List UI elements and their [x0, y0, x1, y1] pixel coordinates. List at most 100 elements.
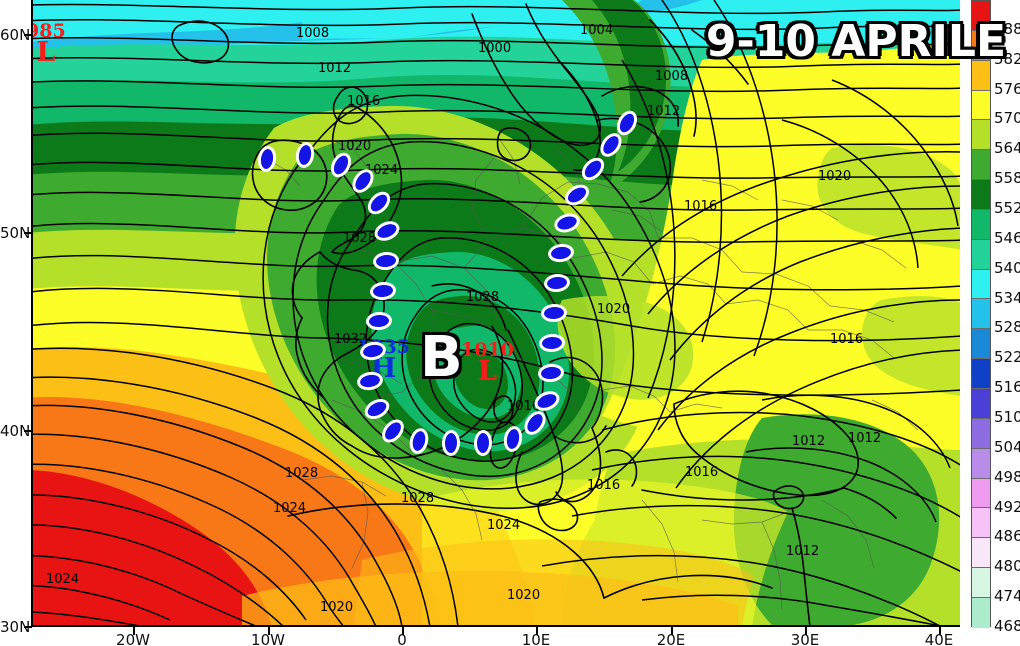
isobar-label-1016: 1016	[507, 399, 541, 414]
colorbar-tick-540: 540	[994, 258, 1020, 277]
y-tick-label-40N: 40N	[0, 422, 31, 440]
colorbar-cell-492	[972, 478, 990, 509]
colorbar-cell-558	[972, 150, 990, 181]
colorbar-tick-528: 528	[994, 318, 1020, 337]
isobar-label-1028: 1028	[343, 231, 377, 246]
colorbar-cell-504	[972, 418, 990, 449]
colorbar-cell-468	[972, 597, 990, 628]
isobar-label-1016: 1016	[685, 465, 719, 480]
isobar-label-1012: 1012	[318, 61, 352, 76]
isobar-label-1004: 1004	[580, 23, 614, 38]
isobar-label-1012: 1012	[792, 434, 826, 449]
colorbar-cell-522	[972, 329, 990, 360]
colorbar-tick-570: 570	[994, 109, 1020, 128]
isobar-label-1012: 1012	[786, 544, 820, 559]
colorbar-cell-582	[972, 30, 990, 61]
x-tick-label-0: 0	[397, 631, 407, 646]
x-tick-mark	[536, 627, 538, 635]
isobar-label-1020: 1020	[320, 600, 354, 615]
colorbar-tick-480: 480	[994, 557, 1020, 576]
isobar-label-1024: 1024	[46, 572, 80, 587]
y-tick-mark	[24, 34, 32, 36]
colorbar-tick-552: 552	[994, 199, 1020, 217]
colorbar-tick-546: 546	[994, 228, 1020, 247]
pressure-center-l-1010: 1010 L	[461, 339, 514, 386]
colorbar-cell-516	[972, 359, 990, 389]
isobar-label-1028: 1028	[401, 491, 435, 506]
colorbar-tick-522: 522	[994, 348, 1020, 367]
x-tick-label-30E: 30E	[790, 631, 820, 646]
x-tick-mark	[939, 627, 941, 635]
colorbar-tick-534: 534	[994, 288, 1020, 307]
x-tick-label-40E: 40E	[924, 631, 954, 646]
colorbar-labels: 588 582 576 570 564 558 552 546 540 534 528 522 516 5…	[994, 0, 1020, 633]
x-tick-mark	[671, 627, 673, 635]
map-viewport: 1008 1000 1012 1004 1016 1008 1012 1020 1024 1020…	[31, 0, 960, 627]
colorbar-cell-552	[972, 180, 990, 210]
colorbar-tick-510: 510	[994, 408, 1020, 426]
y-tick-label-30N: 30N	[0, 618, 31, 636]
isobar-label-1016: 1016	[587, 478, 621, 493]
isobar-label-1008: 1008	[655, 69, 689, 84]
x-tick-label-20E: 20E	[656, 631, 686, 646]
isobar-label-1024: 1024	[487, 518, 521, 533]
isobar-label-1032: 1032	[334, 332, 368, 347]
pressure-center-value: 1010	[461, 339, 514, 361]
isobar-label-1020: 1020	[597, 302, 631, 317]
colorbar-tick-588: 588	[994, 19, 1020, 38]
depression-marker-b: B	[420, 325, 463, 390]
y-tick-mark	[24, 430, 32, 432]
colorbar-cell-534	[972, 269, 990, 300]
x-tick-mark	[268, 627, 270, 635]
colorbar-cell-510	[972, 388, 990, 419]
isobar-label-1028: 1028	[285, 466, 319, 481]
isobar-label-1016: 1016	[684, 199, 718, 214]
isobar-label-1012: 1012	[848, 431, 882, 446]
colorbar-cell-540	[972, 239, 990, 270]
colorbar-tick-582: 582	[994, 49, 1020, 68]
pressure-center-value: 985	[33, 20, 66, 42]
map-canvas: 1008 1000 1012 1004 1016 1008 1012 1020 1024 1020…	[33, 0, 960, 625]
x-tick-mark	[133, 627, 135, 635]
x-tick-label-10W: 10W	[251, 631, 285, 646]
isobar-contours	[33, 0, 960, 625]
colorbar-cell-480	[972, 538, 990, 569]
isobar-label-1020: 1020	[818, 169, 852, 184]
colorbar-cell-576	[972, 60, 990, 91]
isobar-label-1028: 1028	[466, 290, 500, 305]
pressure-center-symbol: L	[36, 37, 56, 68]
isobar-label-1020: 1020	[338, 139, 372, 154]
x-tick-mark	[805, 627, 807, 635]
colorbar-cell-546	[972, 209, 990, 240]
isobar-label-1012: 1012	[647, 104, 681, 119]
colorbar-cell-588	[972, 1, 990, 31]
pressure-center-l-985: 985L	[33, 20, 66, 68]
isobar-label-1000: 1000	[478, 41, 512, 56]
isobar-label-1016: 1016	[830, 332, 864, 347]
colorbar-cell-528	[972, 299, 990, 330]
colorbar-cell-570	[972, 90, 990, 121]
x-tick-label-10E: 10E	[521, 631, 551, 646]
colorbar	[971, 0, 991, 628]
isobar-label-1020: 1020	[507, 588, 541, 603]
colorbar-tick-498: 498	[994, 467, 1020, 486]
colorbar-tick-564: 564	[994, 139, 1020, 158]
y-tick-mark	[24, 232, 32, 234]
x-tick-label-20W: 20W	[116, 631, 150, 646]
isobar-label-1024: 1024	[273, 501, 307, 516]
y-tick-mark	[24, 626, 32, 628]
map-title: 9-10 APRILE	[705, 16, 1006, 67]
colorbar-cell-498	[972, 448, 990, 479]
y-tick-label-60N: 60N	[0, 26, 31, 44]
isobar-label-1016: 1016	[347, 94, 381, 109]
colorbar-tick-576: 576	[994, 79, 1020, 98]
colorbar-cell-474	[972, 568, 990, 598]
colorbar-tick-474: 474	[994, 587, 1020, 606]
colorbar-cell-564	[972, 120, 990, 151]
colorbar-tick-516: 516	[994, 378, 1020, 397]
colorbar-tick-492: 492	[994, 497, 1020, 516]
y-tick-label-50N: 50N	[0, 224, 31, 242]
colorbar-tick-558: 558	[994, 169, 1020, 188]
colorbar-tick-504: 504	[994, 437, 1020, 456]
